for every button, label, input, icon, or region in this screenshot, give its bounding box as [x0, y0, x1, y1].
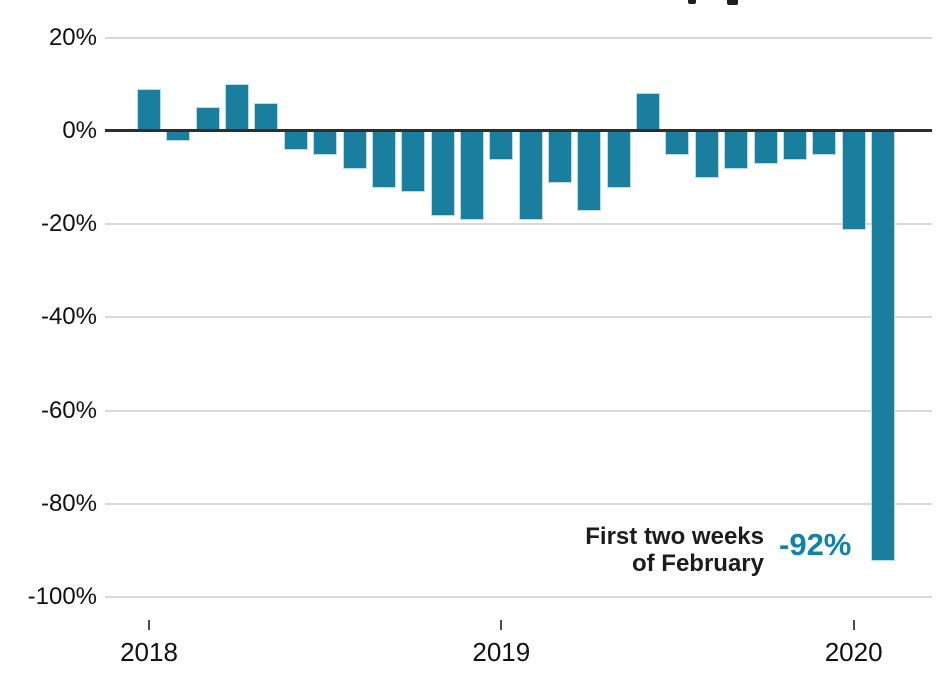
- bar-may-2019: [606, 130, 631, 188]
- gridline--20%: [105, 223, 932, 225]
- bar-nov-2018: [430, 130, 455, 216]
- x-axis-year-label: 2020: [824, 637, 883, 667]
- y-axis-tick-label: -40%: [40, 303, 97, 331]
- x-axis-tick: [500, 620, 503, 630]
- bar-aug-2019: [694, 130, 719, 179]
- x-axis-tick: [852, 620, 855, 630]
- bar-may-2018: [254, 102, 279, 132]
- bar-jan-2018: [137, 88, 161, 132]
- bar-mar-2019: [548, 130, 573, 184]
- bar-feb-2019: [518, 130, 543, 221]
- gridline--60%: [105, 409, 932, 412]
- y-axis-tick-label: 0%: [62, 116, 97, 144]
- bar-dec-2018: [459, 130, 484, 221]
- bar-jul-2018: [313, 130, 338, 156]
- annotation-label: First two weeks of February: [480, 523, 764, 577]
- title-letter-descender-icon: [727, 0, 738, 5]
- y-axis-tick-label: 20%: [48, 23, 97, 51]
- x-axis-year-label: 2018: [120, 637, 178, 667]
- bar-jun-2018: [283, 130, 308, 151]
- bar-sep-2019: [724, 130, 749, 170]
- bar-jun-2019: [636, 93, 661, 132]
- bar-apr-2019: [577, 130, 602, 211]
- bar-feb-2020: [871, 130, 895, 561]
- annotation-value: -92%: [779, 527, 852, 562]
- y-axis-tick-label: -60%: [40, 396, 97, 424]
- bar-feb-2018: [166, 130, 191, 142]
- bar-dec-2019: [812, 130, 837, 156]
- bar-jul-2019: [665, 130, 690, 156]
- y-axis-tick-label: -20%: [40, 210, 97, 237]
- bar-jan-2019: [489, 130, 514, 160]
- bar-nov-2019: [782, 130, 807, 160]
- x-axis-year-label: 2019: [472, 637, 531, 667]
- annotation-line1: First two weeks: [585, 523, 764, 550]
- annotation-line2: of February: [631, 550, 764, 577]
- zero-baseline: [105, 129, 932, 132]
- bar-aug-2018: [342, 130, 367, 170]
- y-axis-tick-label: -100%: [27, 583, 97, 610]
- title-letter-descender-icon: [688, 0, 696, 4]
- gridline--80%: [105, 502, 932, 505]
- gridline-20%: [105, 36, 932, 39]
- gridline--40%: [105, 316, 932, 319]
- x-axis-tick: [148, 620, 150, 630]
- bar-oct-2018: [401, 130, 426, 193]
- y-axis-tick-label: -80%: [40, 489, 97, 517]
- bar-oct-2019: [753, 130, 778, 165]
- bar-sep-2018: [371, 130, 396, 188]
- bar-jan-2020: [841, 130, 866, 230]
- bar-apr-2018: [225, 84, 250, 132]
- gridline--100%: [105, 596, 932, 598]
